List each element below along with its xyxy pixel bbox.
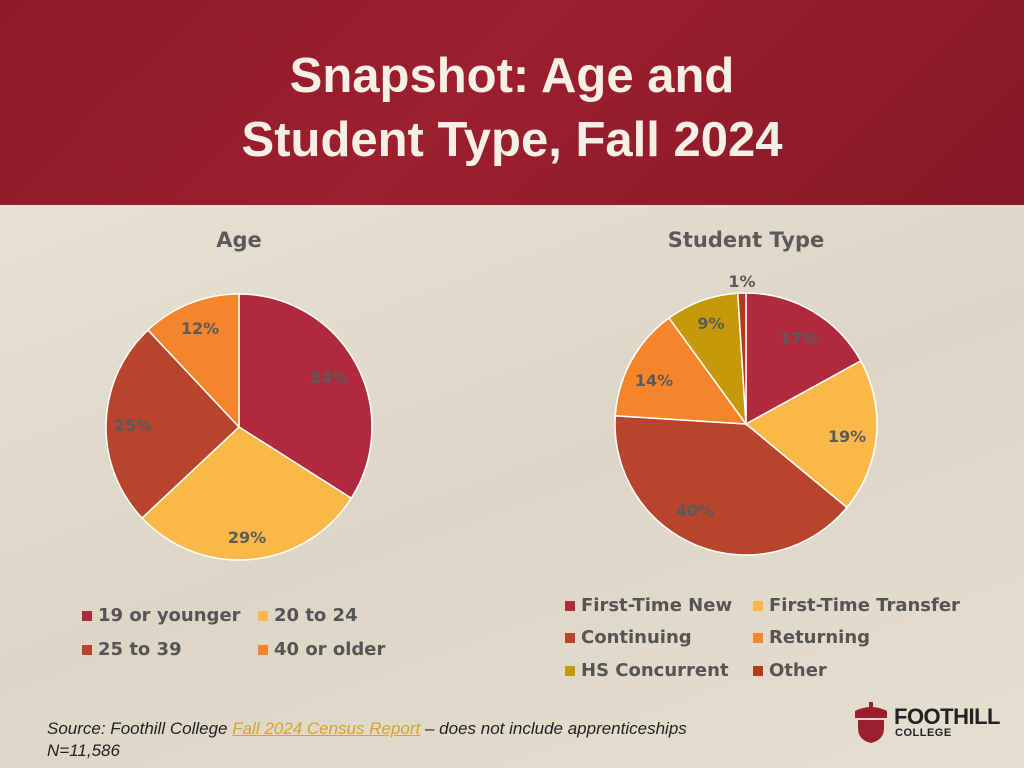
legend-label: Continuing (581, 627, 692, 648)
legend-item-19-or-younger: 19 or younger (82, 605, 241, 626)
data-label-25-to-39: 25% (114, 416, 152, 435)
legend-label: First-Time Transfer (769, 595, 960, 616)
pie-slice-40-or-older (146, 293, 240, 429)
student-type-chart-title: Student Type (667, 228, 825, 252)
source-prefix: Source: Foothill College (47, 719, 233, 738)
data-label-first-time-new: 17% (780, 329, 818, 348)
pie-slice-returning (614, 316, 748, 425)
slide-title-line-1: Snapshot: Age and (289, 49, 735, 103)
legend-item-first-time-transfer: First-Time Transfer (753, 595, 960, 616)
legend-item-continuing: Continuing (565, 627, 692, 648)
pie-slice-other (736, 292, 747, 425)
slide-title: Snapshot: Age and Student Type, Fall 202… (0, 44, 1024, 172)
sample-size: N=11,586 (47, 741, 120, 760)
legend-swatch (565, 632, 575, 643)
slide-title-line-2: Student Type, Fall 2024 (241, 113, 783, 167)
data-label-other: 1% (728, 272, 755, 291)
legend-label: 19 or younger (98, 605, 241, 626)
data-label-hs-concurrent: 9% (697, 314, 724, 333)
legend-swatch (753, 665, 763, 676)
title-banner (0, 0, 1024, 205)
foothill-college-logo: FOOTHILL COLLEGE (852, 700, 1002, 746)
legend-swatch (565, 600, 575, 611)
legend-swatch (82, 610, 92, 621)
legend-swatch (258, 644, 268, 655)
legend-item-40-or-older: 40 or older (258, 639, 385, 660)
legend-swatch (565, 665, 575, 676)
source-note: Source: Foothill College Fall 2024 Censu… (47, 718, 687, 762)
legend-swatch (753, 600, 763, 611)
acorn-icon (855, 702, 887, 743)
legend-label: 25 to 39 (98, 639, 182, 660)
pie-slice-25-to-39 (105, 328, 241, 520)
legend-item-hs-concurrent: HS Concurrent (565, 660, 729, 681)
data-label-19-or-younger: 34% (310, 368, 348, 387)
legend-label: First-Time New (581, 595, 733, 616)
pie-slice-first-time-new (745, 292, 862, 426)
legend-item-25-to-39: 25 to 39 (82, 639, 182, 660)
data-label-20-to-24: 29% (228, 528, 266, 547)
data-label-continuing: 40% (676, 501, 714, 520)
source-suffix: – does not include apprenticeships (420, 719, 687, 738)
legend-item-first-time-new: First-Time New (565, 595, 732, 616)
legend-item-other: Other (753, 660, 827, 681)
pie-slice-continuing (614, 414, 848, 556)
age-chart-title: Age (216, 228, 262, 252)
legend-label: 40 or older (274, 639, 386, 660)
census-report-link[interactable]: Fall 2024 Census Report (232, 719, 421, 738)
legend-swatch (258, 610, 268, 621)
logo-subtitle: COLLEGE (895, 727, 952, 739)
pie-slice-20-to-24 (140, 426, 353, 561)
pie-slice-19-or-younger (238, 293, 373, 500)
data-label-40-or-older: 12% (181, 319, 219, 338)
legend-label: Other (769, 660, 827, 681)
legend-label: Returning (769, 627, 871, 648)
legend-item-20-to-24: 20 to 24 (258, 605, 358, 626)
pie-slice-first-time-transfer (744, 359, 878, 509)
legend-label: 20 to 24 (274, 605, 358, 626)
logo-name: FOOTHILL (894, 704, 1000, 729)
legend-swatch (753, 632, 763, 643)
data-label-returning: 14% (635, 371, 673, 390)
legend-swatch (82, 644, 92, 655)
legend-item-returning: Returning (753, 627, 870, 648)
data-label-first-time-transfer: 19% (828, 427, 866, 446)
legend-label: HS Concurrent (581, 660, 729, 681)
